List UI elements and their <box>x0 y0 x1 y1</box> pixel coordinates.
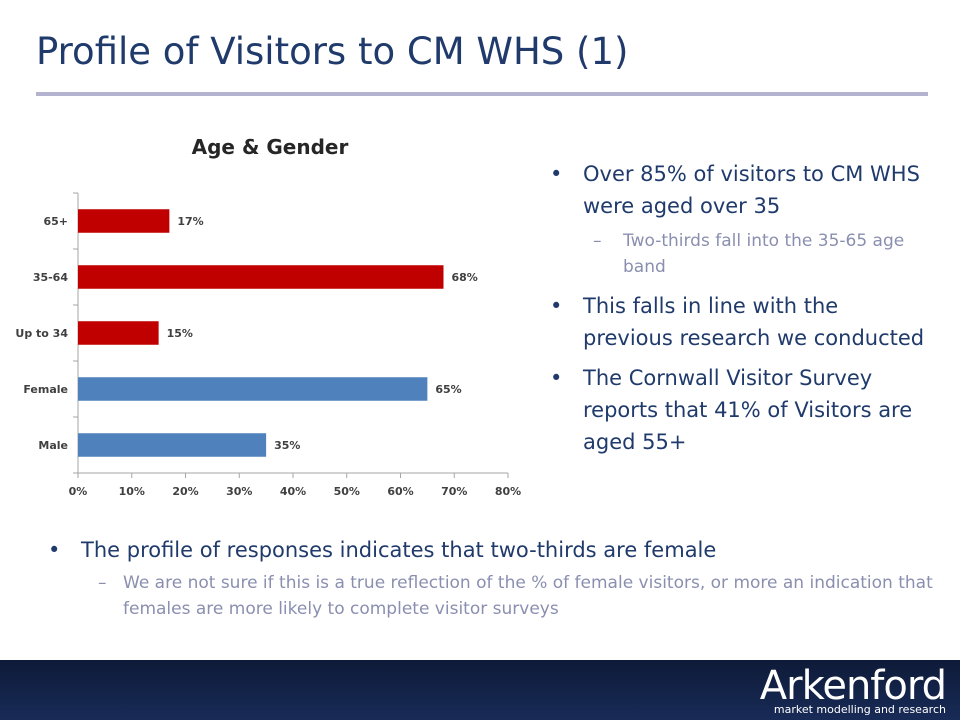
category-label: Male <box>38 439 68 452</box>
x-tick-label: 80% <box>495 485 521 498</box>
bar-female <box>78 377 428 401</box>
category-label: 35-64 <box>33 271 69 284</box>
footer-bar <box>0 660 960 720</box>
logo-name: Arkenford <box>759 663 947 709</box>
bar-value-label: 68% <box>452 271 478 284</box>
bar-65- <box>78 209 170 233</box>
chart-title: Age & Gender <box>192 135 349 159</box>
category-label: Up to 34 <box>15 327 68 340</box>
x-tick-label: 50% <box>334 485 360 498</box>
logo-tagline: market modelling and research <box>773 703 946 716</box>
bar-value-label: 15% <box>167 327 193 340</box>
bar-up-to-34 <box>78 321 159 345</box>
note-bullet-age: Over 85% of visitors to CM WHS were aged… <box>550 158 930 222</box>
bar-male <box>78 433 267 457</box>
x-tick-label: 40% <box>280 485 306 498</box>
age-gender-chart: Age & Gender 0% 10% 20% 30% 40% 50% 60% 70% 80% 65… <box>15 135 521 498</box>
x-tick-label: 10% <box>119 485 145 498</box>
slide-title: Profile of Visitors to CM WHS (1) <box>36 30 629 73</box>
bar-value-label: 35% <box>274 439 300 452</box>
note-bullet-female: The profile of responses indicates that … <box>48 534 948 566</box>
bottom-notes: The profile of responses indicates that … <box>48 534 948 622</box>
x-tick-label: 60% <box>387 485 413 498</box>
right-notes: Over 85% of visitors to CM WHS were aged… <box>550 158 930 466</box>
x-tick-label: 70% <box>441 485 467 498</box>
note-bullet-previous-research: This falls in line with the previous res… <box>550 290 930 354</box>
category-label: Female <box>23 383 68 396</box>
note-sub-female-caveat: We are not sure if this is a true reflec… <box>48 570 948 622</box>
x-tick-label: 30% <box>226 485 252 498</box>
category-label: 65+ <box>43 215 68 228</box>
note-sub-age-band: Two-thirds fall into the 35-65 age band <box>550 228 930 280</box>
bar-35-64 <box>78 265 444 289</box>
note-bullet-cornwall-survey: The Cornwall Visitor Survey reports that… <box>550 362 930 458</box>
arkenford-logo: Arkenford market modelling and research <box>756 663 947 716</box>
x-tick-label: 20% <box>172 485 198 498</box>
bar-value-label: 17% <box>177 215 203 228</box>
title-divider <box>36 92 928 96</box>
x-tick-label: 0% <box>69 485 88 498</box>
bar-value-label: 65% <box>435 383 461 396</box>
